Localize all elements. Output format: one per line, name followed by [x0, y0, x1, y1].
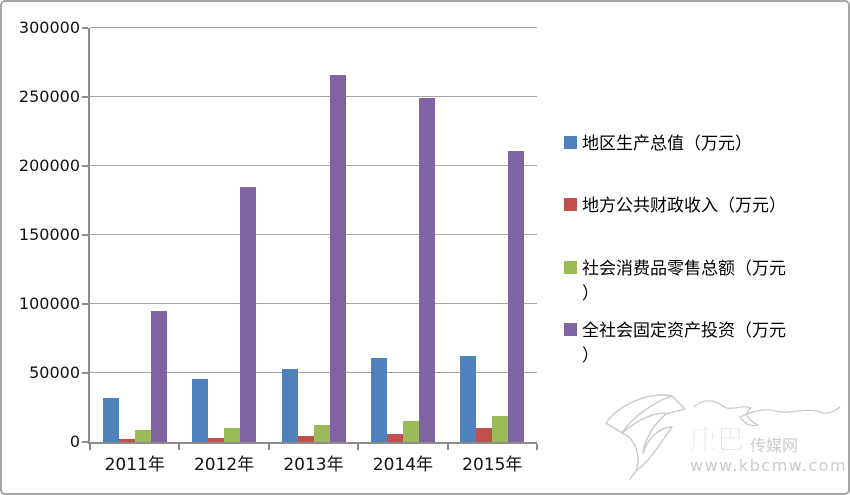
- bar-2012年-series-2: [208, 437, 225, 442]
- legend-swatch-icon: [564, 261, 577, 274]
- h-gridline: [90, 303, 537, 304]
- y-axis-tick-label: 50000: [29, 363, 80, 382]
- h-gridline: [90, 27, 537, 28]
- x-axis-category-label: 2011年: [104, 455, 165, 475]
- legend-label: 社会消费品零售总额（万元）: [582, 259, 786, 304]
- legend-label: 地区生产总值（万元）: [582, 134, 752, 154]
- bar-2012年-series-4: [240, 186, 257, 442]
- bar-2014年-series-2: [386, 433, 403, 442]
- legend-swatch-icon: [564, 198, 577, 211]
- y-axis-line: [88, 28, 90, 444]
- legend-item-series-2: 地方公共财政收入（万元）: [564, 194, 786, 219]
- watermark-name-secondary: 传媒网: [750, 436, 798, 455]
- legend-item-series-1: 地区生产总值（万元）: [564, 132, 786, 157]
- bar-2013年-series-2: [297, 436, 314, 442]
- watermark: 康巴 传媒网 www.kbcmw.com: [592, 375, 846, 491]
- bar-2011年-series-3: [134, 429, 151, 442]
- h-gridline: [90, 165, 537, 166]
- x-axis-tick: [178, 444, 181, 450]
- y-axis-tick-label: 0: [69, 432, 80, 451]
- watermark-logo-icon: [605, 394, 841, 480]
- watermark-name-primary: 康巴: [690, 424, 744, 456]
- y-axis-tick: [82, 27, 88, 29]
- y-axis-tick-label: 100000: [18, 294, 80, 313]
- bar-2015年-series-2: [476, 428, 493, 442]
- bar-2013年-series-4: [329, 74, 346, 442]
- x-axis-line: [88, 442, 537, 444]
- x-axis-tick: [446, 444, 449, 450]
- h-gridline: [90, 96, 537, 97]
- bar-2011年-series-1: [102, 397, 119, 442]
- bar-2012年-series-1: [192, 378, 209, 442]
- bar-2015年-series-1: [460, 356, 477, 442]
- x-axis-tick: [357, 444, 360, 450]
- y-axis-tick-label: 300000: [18, 18, 80, 37]
- x-axis-category-label: 2012年: [193, 455, 255, 475]
- bar-2013年-series-1: [281, 368, 298, 442]
- x-axis-category-label: 2015年: [462, 455, 523, 475]
- bar-2011年-series-4: [150, 310, 167, 442]
- legend-swatch-icon: [564, 323, 577, 336]
- plot-area: [82, 27, 538, 450]
- bar-2011年-series-2: [118, 439, 135, 442]
- bar-2014年-series-3: [402, 421, 419, 442]
- h-gridline: [90, 234, 537, 235]
- x-axis-tick: [267, 444, 270, 450]
- y-axis-tick: [82, 234, 88, 236]
- bar-2012年-series-3: [224, 428, 241, 442]
- bar-2015年-series-3: [492, 415, 509, 442]
- legend-label: 地方公共财政收入（万元）: [582, 196, 786, 216]
- legend-item-series-4: 全社会固定资产投资（万元）: [564, 319, 786, 368]
- y-axis-tick: [82, 303, 88, 305]
- legend-item-series-3: 社会消费品零售总额（万元）: [564, 257, 786, 306]
- y-axis-tick-label: 150000: [18, 225, 80, 244]
- y-axis-tick: [82, 96, 88, 98]
- x-axis-tick: [536, 444, 538, 450]
- bar-2014年-series-4: [418, 98, 435, 442]
- y-axis-tick: [82, 372, 88, 374]
- x-axis-category-label: 2013年: [283, 455, 344, 475]
- watermark-graphic: 康巴 传媒网 www.kbcmw.com: [605, 394, 846, 480]
- legend-swatch-icon: [564, 136, 577, 149]
- y-axis-tick-label: 200000: [18, 156, 80, 175]
- y-axis-tick: [82, 441, 88, 443]
- bar-2013年-series-3: [313, 425, 330, 442]
- x-axis-category-label: 2014年: [372, 455, 434, 475]
- bar-2015年-series-4: [508, 150, 525, 442]
- legend: 地区生产总值（万元） 地方公共财政收入（万元） 社会消费品零售总额（万元） 全社会固定…: [564, 2, 846, 442]
- bar-2014年-series-1: [370, 357, 387, 442]
- y-axis-tick-label: 250000: [18, 87, 80, 106]
- y-axis-tick: [82, 165, 88, 167]
- watermark-url: www.kbcmw.com: [690, 456, 844, 475]
- legend-label: 全社会固定资产投资（万元）: [582, 321, 786, 366]
- x-axis-tick: [89, 444, 91, 450]
- h-gridline: [90, 372, 537, 373]
